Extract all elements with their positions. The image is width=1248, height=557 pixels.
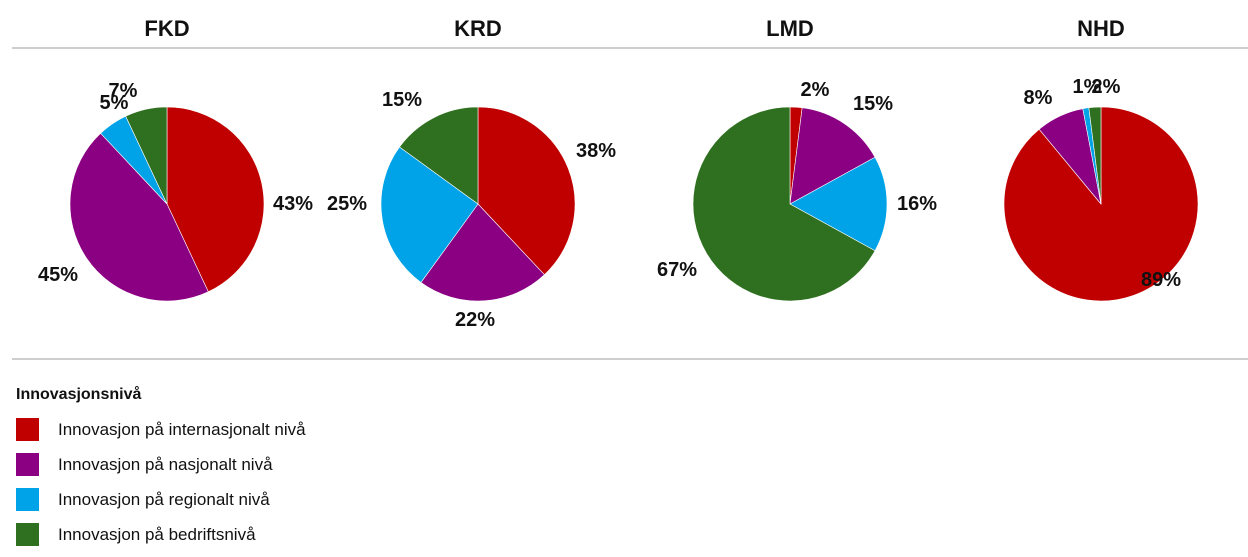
legend-item-regionalt: Innovasjon på regionalt nivå	[16, 482, 306, 517]
legend-swatch-bedrift	[16, 523, 39, 546]
panel-title-fkd: FKD	[144, 16, 189, 41]
pie-panels: FKD 43% 45% 5%7% KRD 38% 22% 25% 15% LMD 2% 15% 16% 6…	[38, 16, 1199, 331]
data-label-fkd-regionalt: 5%	[100, 92, 129, 114]
legend-swatch-nasjonalt	[16, 453, 39, 476]
pie-slice-nhd-bedrift	[1088, 106, 1102, 205]
pie-slice-krd-regionalt	[380, 146, 479, 283]
pie-slice-fkd-bedrift	[125, 106, 168, 205]
legend-item-nasjonalt: Innovasjon på nasjonalt nivå	[16, 447, 306, 482]
data-label-lmd-regionalt: 16%	[897, 193, 937, 215]
legend-label-regionalt: Innovasjon på regionalt nivå	[58, 489, 270, 509]
pie-panel-krd: KRD 38% 22% 25% 15%	[327, 16, 616, 331]
data-label-fkd-internasjonalt: 43%	[273, 193, 313, 215]
data-label-lmd-nasjonalt: 15%	[853, 93, 893, 115]
legend: Innovasjonsnivå Innovasjon på internasjo…	[16, 386, 306, 552]
panel-title-nhd: NHD	[1077, 16, 1125, 41]
data-label-lmd-internasjonalt: 2%	[801, 79, 830, 101]
data-label-nhd-nasjonalt: 8%	[1024, 87, 1053, 109]
legend-swatch-internasjonalt	[16, 418, 39, 441]
data-label-krd-internasjonalt: 38%	[576, 140, 616, 162]
pie-panel-nhd: NHD 89% 8% 1%2%	[1003, 16, 1199, 302]
legend-label-bedrift: Innovasjon på bedriftsnivå	[58, 524, 256, 544]
data-label-nhd-bedrift: 2%	[1092, 76, 1121, 98]
pie-charts: FKD 43% 45% 5%7% KRD 38% 22% 25% 15% LMD 2% 15% 16% 6…	[12, 16, 1248, 360]
pie-slice-lmd-bedrift	[692, 106, 876, 302]
pie-panel-lmd: LMD 2% 15% 16% 67%	[657, 16, 937, 302]
legend-title: Innovasjonsnivå	[16, 386, 142, 403]
data-label-krd-regionalt: 25%	[327, 193, 367, 215]
legend-label-internasjonalt: Innovasjon på internasjonalt nivå	[58, 419, 306, 439]
panel-title-krd: KRD	[454, 16, 502, 41]
legend-swatch-regionalt	[16, 488, 39, 511]
pie-slice-krd-bedrift	[399, 106, 479, 205]
pie-slice-fkd-nasjonalt	[69, 132, 209, 302]
data-label-fkd-nasjonalt: 45%	[38, 264, 78, 286]
data-label-lmd-bedrift: 67%	[657, 259, 697, 281]
data-label-krd-nasjonalt: 22%	[455, 309, 495, 331]
pie-panel-fkd: FKD 43% 45% 5%7%	[38, 16, 313, 302]
data-label-fkd-bedrift: 7%	[109, 80, 138, 102]
data-label-nhd-regionalt: 1%	[1073, 76, 1102, 98]
pie-slice-lmd-regionalt	[789, 156, 888, 252]
pie-slice-krd-internasjonalt	[477, 106, 576, 276]
data-label-nhd-internasjonalt: 89%	[1141, 269, 1181, 291]
panel-title-lmd: LMD	[766, 16, 814, 41]
legend-item-internasjonalt: Innovasjon på internasjonalt nivå	[16, 412, 306, 447]
pie-slice-krd-nasjonalt	[420, 203, 545, 302]
data-label-krd-bedrift: 15%	[382, 89, 422, 111]
legend-item-bedrift: Innovasjon på bedriftsnivå	[16, 517, 306, 552]
pie-slice-lmd-nasjonalt	[789, 107, 876, 205]
legend-label-nasjonalt: Innovasjon på nasjonalt nivå	[58, 454, 273, 474]
pie-slice-fkd-internasjonalt	[166, 106, 265, 293]
